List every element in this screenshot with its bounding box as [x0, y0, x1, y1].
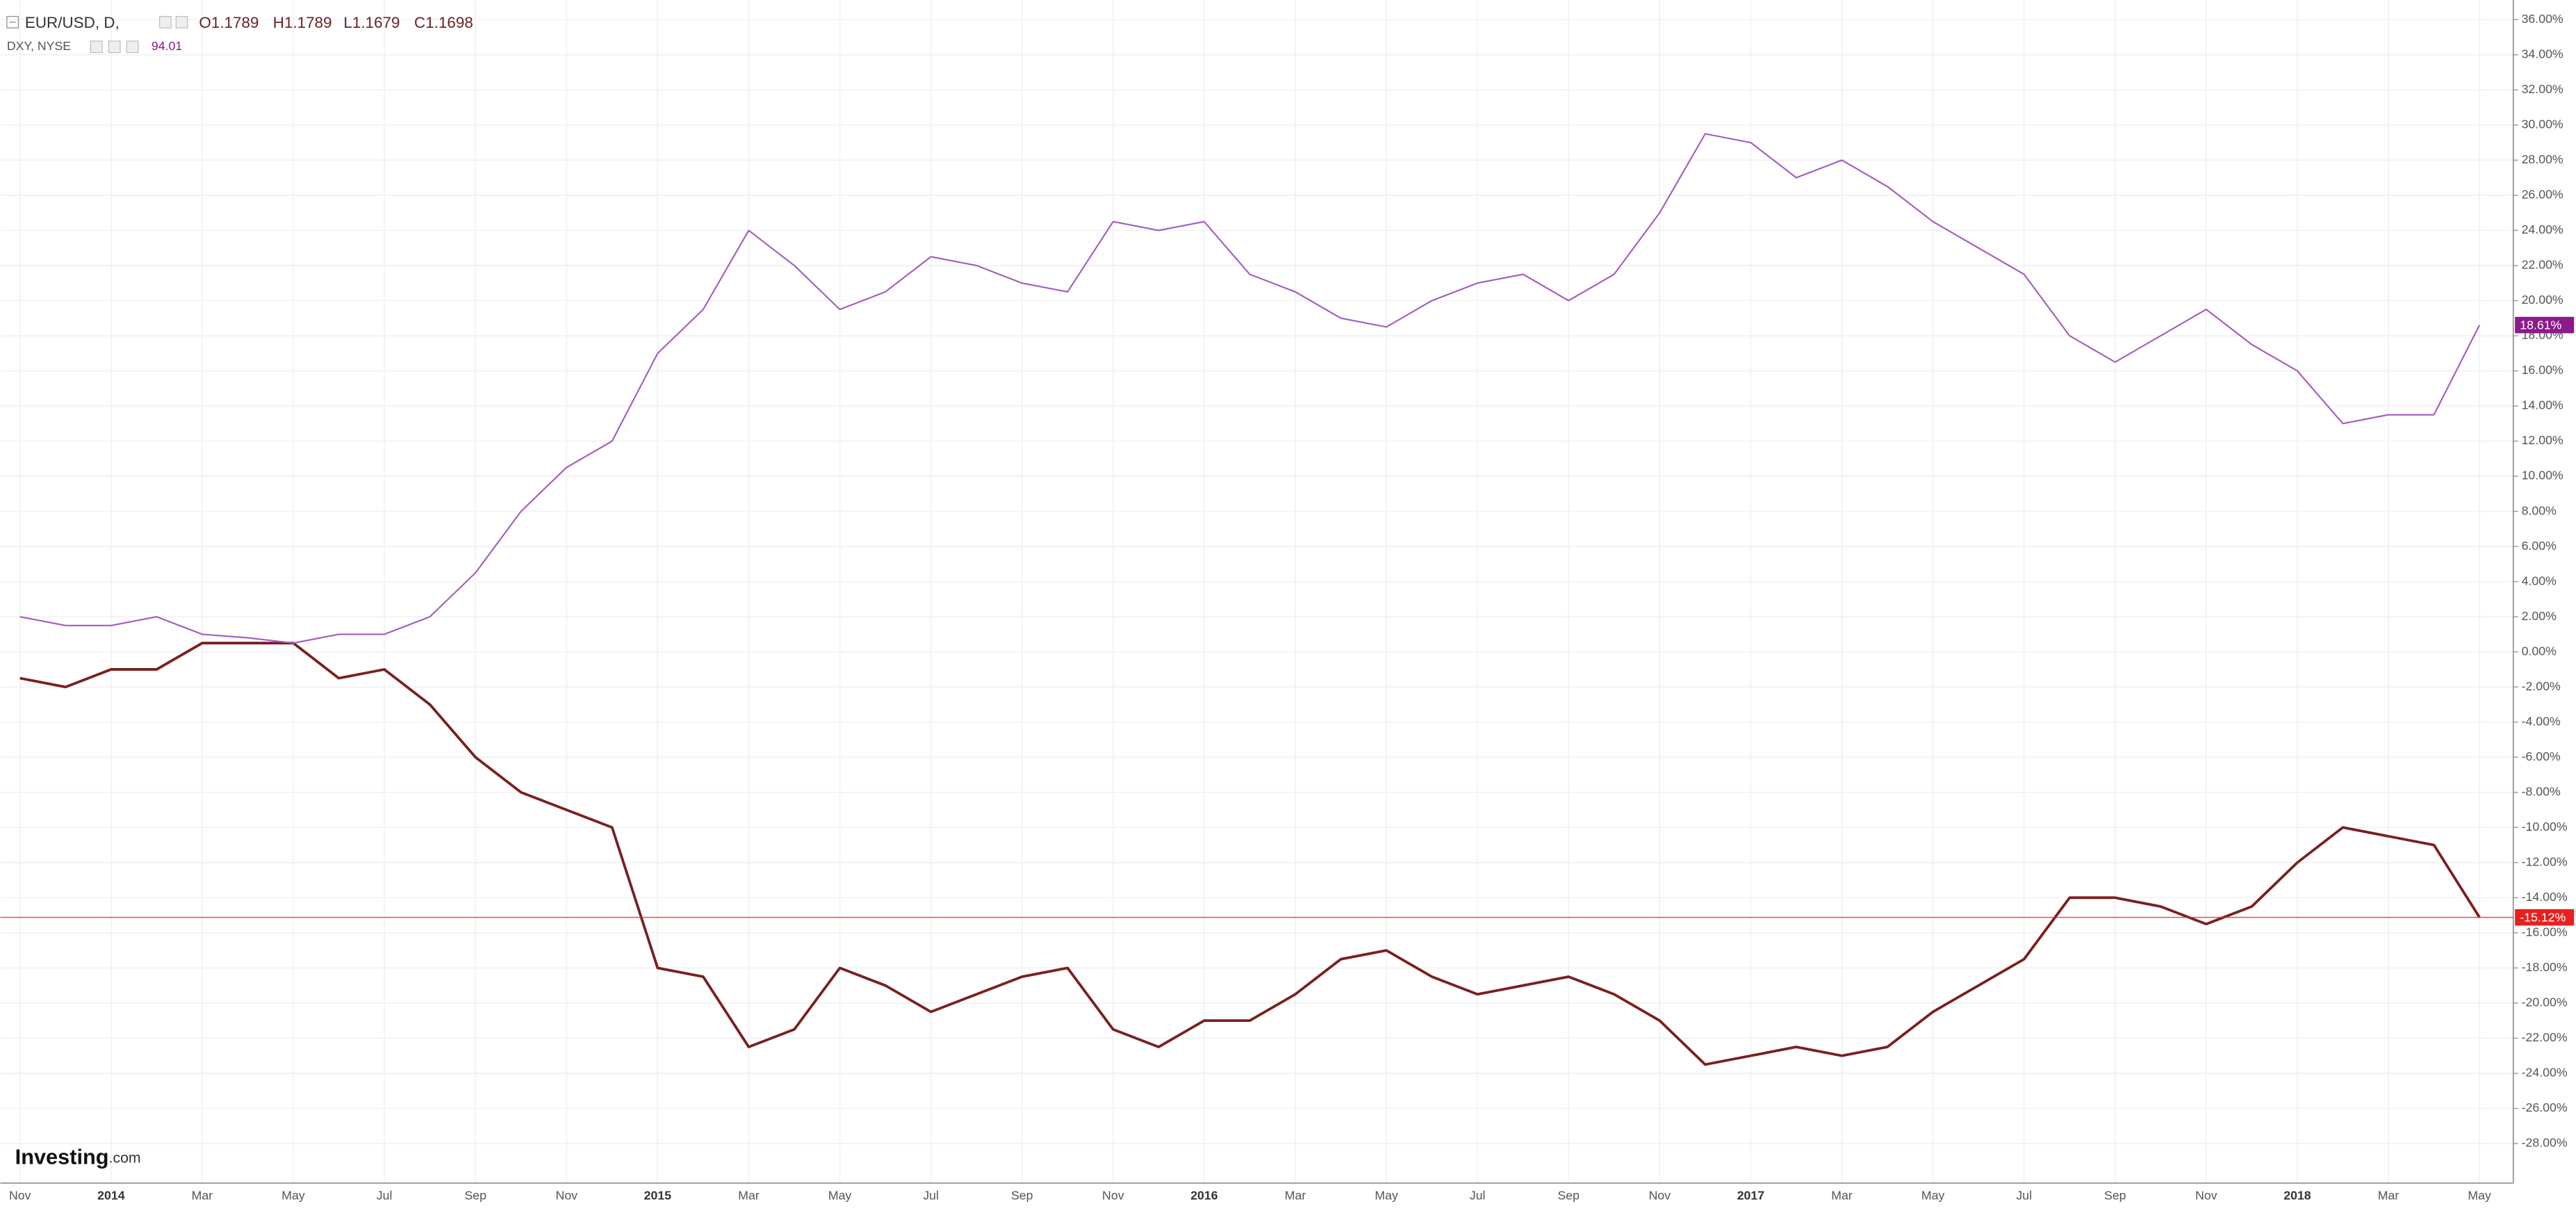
x-tick-label: Nov	[1102, 1188, 1124, 1202]
y-tick-label: 22.00%	[2522, 258, 2563, 272]
y-tick-label: 16.00%	[2522, 363, 2563, 377]
y-tick-label: 20.00%	[2522, 293, 2563, 307]
x-tick-label: Sep	[1557, 1188, 1580, 1202]
y-tick-label: -22.00%	[2522, 1030, 2568, 1044]
icon[interactable]	[175, 16, 188, 29]
y-tick-label: -26.00%	[2522, 1100, 2568, 1114]
y-tick-label: 30.00%	[2522, 117, 2563, 131]
y-tick-label: -28.00%	[2522, 1136, 2568, 1150]
y-tick-label: 26.00%	[2522, 188, 2563, 202]
collapse-icon[interactable]	[6, 15, 19, 29]
y-tick-label: -10.00%	[2522, 820, 2568, 834]
x-tick-label: Sep	[1011, 1188, 1033, 1202]
legend: EUR/USD, D, O1.1789 H1.1789 L1.1679 C1.1…	[6, 14, 473, 54]
y-tick-label: 34.00%	[2522, 47, 2563, 61]
x-tick-label: 2015	[644, 1188, 672, 1202]
x-tick-label: Nov	[556, 1188, 578, 1202]
y-tick-label: 12.00%	[2522, 433, 2563, 447]
icon[interactable]	[108, 40, 121, 54]
x-tick-label: 2018	[2283, 1188, 2311, 1202]
ohlc-low: L1.1679	[343, 14, 400, 31]
logo-main: Investing	[15, 1144, 109, 1169]
y-tick-label: -6.00%	[2522, 749, 2561, 763]
y-tick-label: -20.00%	[2522, 995, 2568, 1009]
x-tick-label: Nov	[1649, 1188, 1671, 1202]
logo: Investing.com	[15, 1144, 141, 1169]
icon[interactable]	[90, 40, 103, 54]
legend-symbol: EUR/USD, D,	[25, 14, 120, 31]
y-tick-label: -24.00%	[2522, 1066, 2568, 1080]
y-tick-label: 24.00%	[2522, 222, 2563, 236]
legend-secondary: DXY, NYSE	[7, 39, 71, 53]
x-tick-label: May	[1375, 1188, 1398, 1202]
y-tick-label: 10.00%	[2522, 469, 2563, 482]
x-tick-label: May	[1921, 1188, 1945, 1202]
last-value-label: -15.12%	[2520, 910, 2566, 924]
x-tick-label: Mar	[1285, 1188, 1306, 1202]
x-tick-label: Jul	[2016, 1188, 2032, 1202]
last-value-label: 18.61%	[2520, 318, 2561, 332]
secondary-value: 94.01	[151, 39, 182, 53]
x-tick-label: Jul	[377, 1188, 393, 1202]
x-tick-label: May	[828, 1188, 852, 1202]
x-tick-label: Sep	[2104, 1188, 2126, 1202]
logo-suffix: .com	[109, 1149, 141, 1166]
x-tick-label: Nov	[2195, 1188, 2217, 1202]
y-tick-label: -4.00%	[2522, 714, 2561, 728]
y-tick-label: 32.00%	[2522, 82, 2563, 96]
y-tick-label: 4.00%	[2522, 574, 2557, 587]
y-tick-label: 14.00%	[2522, 398, 2563, 412]
ohlc-close: C1.1698	[414, 14, 473, 31]
y-tick-label: 28.00%	[2522, 152, 2563, 166]
x-tick-label: Nov	[9, 1188, 31, 1202]
y-tick-label: -16.00%	[2522, 925, 2568, 939]
plot	[0, 19, 2518, 1144]
icon[interactable]	[159, 16, 172, 29]
x-tick-label: Mar	[2378, 1188, 2399, 1202]
y-tick-label: -8.00%	[2522, 784, 2561, 798]
series-line	[19, 133, 2481, 644]
y-tick-label: 6.00%	[2522, 539, 2557, 553]
x-tick-label: May	[281, 1188, 305, 1202]
last-value-badge	[2515, 316, 2575, 334]
y-tick-label: -18.00%	[2522, 960, 2568, 974]
y-tick-label: 8.00%	[2522, 503, 2557, 517]
ohlc-open: O1.1789	[199, 14, 259, 31]
y-tick-label: 36.00%	[2522, 12, 2563, 26]
grid	[0, 0, 2513, 1183]
series-line	[19, 642, 2481, 1066]
x-tick-label: 2016	[1190, 1188, 1218, 1202]
y-tick-label: 0.00%	[2522, 644, 2557, 658]
y-tick-label: -2.00%	[2522, 679, 2561, 693]
x-tick-label: 2014	[97, 1188, 125, 1202]
x-tick-label: Mar	[1831, 1188, 1853, 1202]
y-tick-label: -14.00%	[2522, 890, 2568, 904]
icon[interactable]	[126, 40, 139, 54]
x-tick-label: Sep	[464, 1188, 486, 1202]
ohlc-high: H1.1789	[273, 14, 332, 31]
x-tick-label: Mar	[192, 1188, 213, 1202]
x-tick-label: May	[2468, 1188, 2491, 1202]
x-tick-label: Mar	[738, 1188, 760, 1202]
y-tick-label: -12.00%	[2522, 854, 2568, 868]
y-tick-label: 2.00%	[2522, 609, 2557, 623]
x-tick-label: Jul	[1470, 1188, 1486, 1202]
x-tick-label: Jul	[923, 1188, 939, 1202]
last-value-badge	[2515, 909, 2575, 926]
x-tick-label: 2017	[1737, 1188, 1765, 1202]
